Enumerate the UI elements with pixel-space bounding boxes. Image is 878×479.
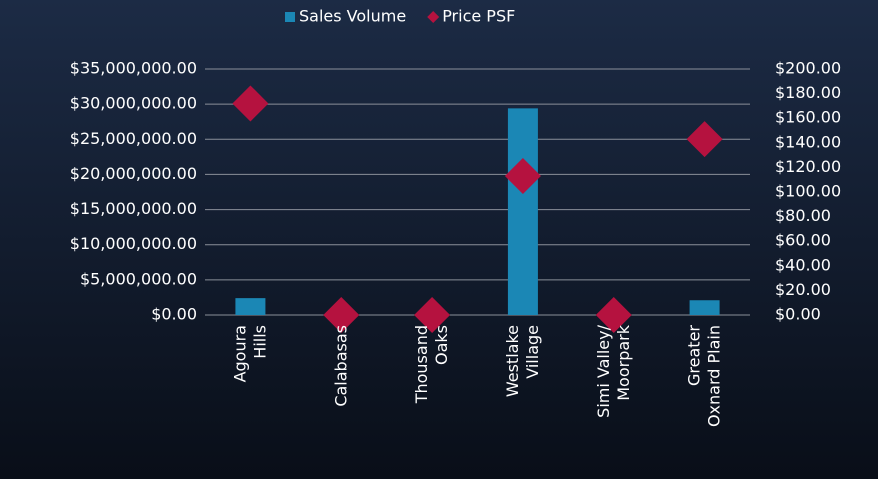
y2-tick-label: $100.00 — [775, 182, 841, 201]
y2-tick-label: $0.00 — [775, 305, 821, 324]
diamond-marker — [504, 158, 541, 195]
x-tick-line: Oaks — [432, 325, 451, 365]
x-tick-line: Calabasas — [331, 325, 350, 407]
x-tick-label: WestlakeVillage — [502, 325, 541, 397]
y-tick-label: $5,000,000.00 — [80, 269, 197, 288]
y-tick-label: $15,000,000.00 — [70, 199, 197, 218]
diamond-marker — [414, 297, 451, 333]
legend-swatch — [285, 12, 295, 22]
y2-tick-label: $40.00 — [775, 255, 831, 274]
x-tick-line: Oxnard Plain — [704, 325, 723, 427]
y-tick-label: $20,000,000.00 — [70, 164, 197, 183]
diamond-marker — [686, 121, 723, 158]
y2-tick-label: $20.00 — [775, 280, 831, 299]
x-tick-line: Westlake — [502, 325, 521, 397]
diamond-marker — [323, 297, 360, 333]
y2-tick-label: $120.00 — [775, 157, 841, 176]
x-tick-line: Village — [522, 325, 541, 379]
diamond-marker — [232, 85, 269, 122]
x-tick-label: GreaterOxnard Plain — [684, 325, 723, 427]
x-tick-line: Thousand — [412, 325, 431, 404]
x-tick-line: Agoura — [230, 325, 249, 382]
y2-tick-label: $160.00 — [775, 108, 841, 127]
y-tick-label: $0.00 — [151, 305, 197, 324]
x-tick-line: Moorpark — [613, 324, 632, 401]
x-tick-line: Greater — [684, 325, 703, 386]
x-tick-label: AgouraHills — [230, 325, 269, 382]
y-tick-label: $25,000,000.00 — [70, 129, 197, 148]
x-tick-line: Hills — [250, 325, 269, 359]
x-tick-label: Simi Valley/Moorpark — [593, 324, 632, 418]
bar — [689, 300, 720, 315]
x-tick-line: Simi Valley/ — [593, 324, 612, 417]
y2-tick-label: $140.00 — [775, 132, 841, 151]
bar — [507, 108, 538, 315]
x-tick-label: Calabasas — [331, 325, 350, 407]
y2-tick-label: $180.00 — [775, 83, 841, 102]
y2-tick-label: $60.00 — [775, 231, 831, 250]
diamond-marker — [595, 297, 632, 333]
x-tick-label: ThousandOaks — [412, 325, 451, 404]
y-tick-label: $30,000,000.00 — [70, 94, 197, 113]
y-tick-label: $10,000,000.00 — [70, 234, 197, 253]
bar — [235, 298, 266, 315]
y2-tick-label: $200.00 — [775, 59, 841, 78]
legend: Sales Volume Price PSF — [285, 7, 515, 26]
y-tick-label: $35,000,000.00 — [70, 59, 197, 78]
y2-tick-label: $80.00 — [775, 206, 831, 225]
legend-label: Sales Volume — [299, 7, 406, 26]
legend-label: Price PSF — [442, 7, 515, 26]
legend-swatch — [427, 11, 440, 23]
